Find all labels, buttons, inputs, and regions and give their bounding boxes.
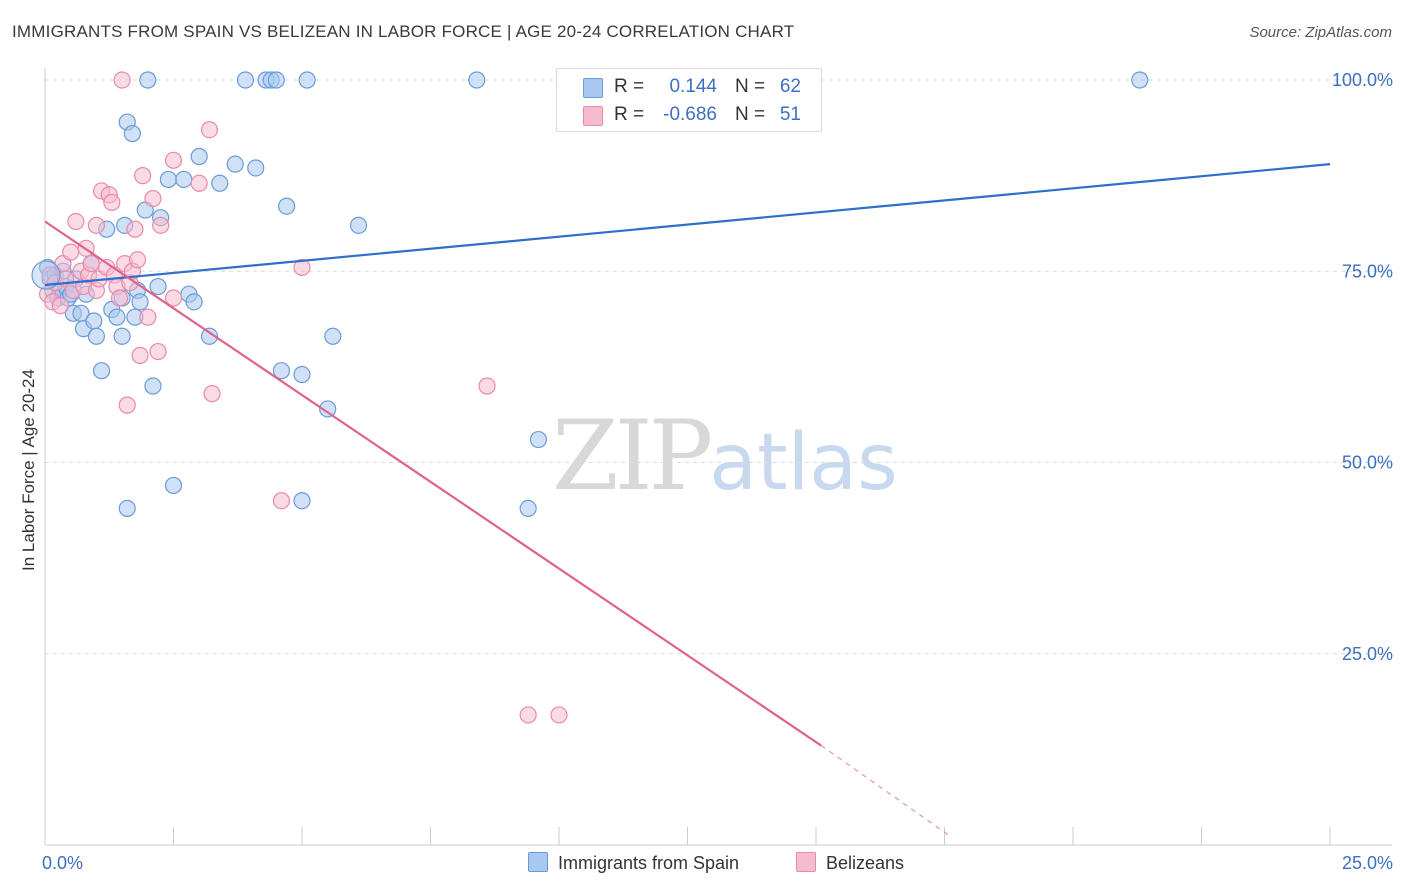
spain-trend-line (44, 163, 1331, 287)
belizean-point (103, 193, 121, 211)
y-tick-label: 25.0% (1342, 644, 1393, 664)
spain-point (519, 499, 537, 517)
r-value: -0.686 (663, 104, 717, 125)
spain-point (159, 170, 177, 189)
legend-swatch-belizean (583, 106, 603, 126)
r-label: R = (614, 76, 645, 97)
belizean-point (152, 216, 170, 234)
spain-point (113, 327, 131, 345)
belizean-point (149, 342, 167, 361)
x-tick-label: 25.0% (1342, 853, 1393, 873)
belizean-point (118, 396, 136, 414)
y-tick-label: 100.0% (1332, 70, 1393, 90)
belizean-point (113, 71, 131, 89)
series-legend: Immigrants from Spain Belizeans (0, 852, 1406, 878)
belizean-point (272, 492, 291, 510)
spain-point (139, 71, 157, 89)
spain-point (349, 216, 368, 234)
spain-point (144, 377, 162, 395)
belizean-point (200, 121, 219, 139)
source-credit: Source: ZipAtlas.com (1249, 24, 1392, 41)
spain-point (85, 312, 103, 330)
spain-point (529, 430, 548, 449)
n-value: 62 (779, 76, 801, 97)
belizean-trend-extension (820, 745, 950, 837)
spain-point (1131, 71, 1149, 89)
watermark: ZIPatlas (552, 400, 898, 512)
chart-title: IMMIGRANTS FROM SPAIN VS BELIZEAN IN LAB… (12, 22, 795, 41)
spain-point (277, 197, 296, 215)
belizean-point (51, 297, 70, 315)
y-tick-label: 50.0% (1342, 453, 1393, 473)
spain-point (236, 71, 255, 89)
spain-point (164, 476, 183, 495)
spain-point (293, 365, 311, 384)
spain-point (175, 170, 193, 189)
r-label: R = (614, 104, 645, 125)
belizean-point (131, 346, 149, 364)
legend-label-spain: Immigrants from Spain (558, 853, 740, 873)
legend-swatch-spain (583, 78, 603, 98)
spain-point (118, 499, 136, 517)
belizean-point (67, 212, 85, 231)
belizean-trend-line (44, 220, 822, 747)
spain-point (87, 327, 106, 345)
legend-item-belizean: Belizeans (796, 852, 904, 874)
spain-point (211, 174, 229, 192)
spain-point (267, 71, 285, 89)
belizean-point (139, 308, 157, 326)
legend-label-belizean: Belizeans (826, 853, 905, 873)
correlation-legend: R = 0.144 N = 62 R = -0.686 N = 51 (556, 68, 822, 132)
spain-point (31, 260, 61, 290)
belizean-point (203, 385, 221, 403)
spain-point (226, 155, 244, 173)
belizean-point (144, 189, 162, 208)
belizean-point (164, 151, 183, 169)
spain-point (190, 147, 208, 166)
spain-point (200, 327, 219, 345)
x-tick-label: 0.0% (42, 853, 83, 873)
spain-point (298, 71, 316, 89)
belizean-point (126, 220, 144, 238)
legend-row-belizean: R = -0.686 N = 51 (557, 100, 821, 130)
y-tick-label: 75.0% (1342, 261, 1393, 281)
n-label: N = (735, 104, 766, 125)
belizean-point (293, 258, 311, 277)
belizean-point (164, 289, 183, 307)
spain-point (185, 293, 203, 311)
belizean-point (550, 706, 568, 724)
belizean-point (110, 289, 129, 307)
legend-row-spain: R = 0.144 N = 62 (557, 72, 821, 102)
belizean-point (134, 167, 152, 185)
belizean-point (190, 174, 208, 192)
belizean-point (128, 251, 147, 269)
belizean-point (87, 216, 106, 234)
legend-swatch-belizean (796, 852, 816, 872)
spain-point (319, 400, 337, 418)
spain-point (92, 362, 111, 380)
belizean-point (519, 706, 537, 724)
belizean-point (62, 243, 80, 261)
spain-point (468, 71, 486, 89)
spain-point (324, 327, 342, 345)
belizean-point (478, 377, 496, 395)
legend-item-spain: Immigrants from Spain (528, 852, 739, 874)
spain-point (123, 124, 141, 143)
spain-point (247, 159, 265, 177)
watermark-atlas: atlas (709, 418, 898, 508)
spain-point (272, 362, 291, 380)
spain-point (293, 492, 311, 510)
n-label: N = (735, 76, 766, 97)
r-value: 0.144 (669, 76, 717, 97)
spain-point (108, 308, 126, 326)
watermark-zip: ZIP (552, 400, 713, 512)
belizean-point (82, 255, 100, 273)
spain-point (149, 277, 167, 296)
spain-point (131, 293, 149, 311)
n-value: 51 (779, 104, 801, 125)
legend-swatch-spain (528, 852, 548, 872)
